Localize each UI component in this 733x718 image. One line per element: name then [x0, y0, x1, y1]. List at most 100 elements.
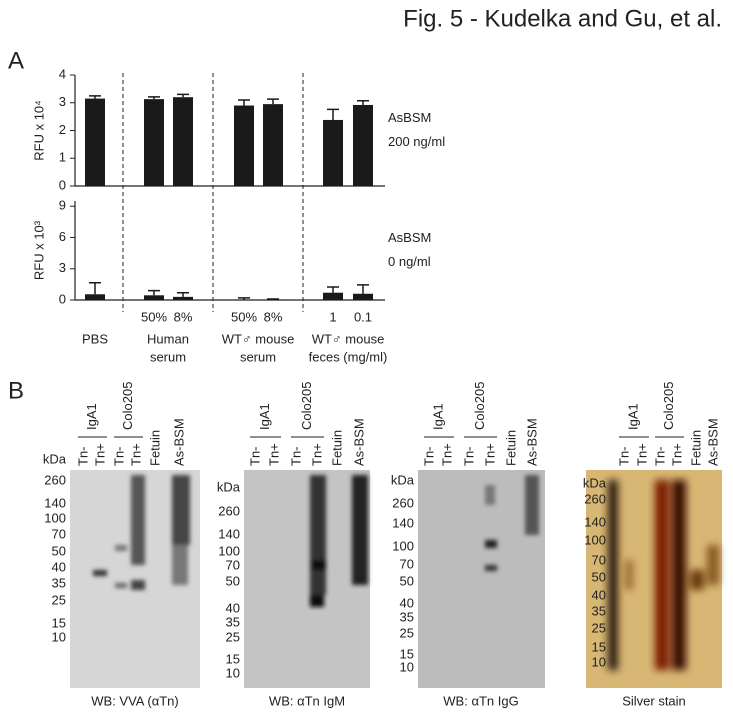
marker-label: 40 — [226, 600, 240, 615]
bar — [353, 293, 373, 300]
marker-label: 10 — [226, 665, 240, 680]
marker-label: 140 — [44, 495, 66, 510]
bar — [234, 299, 254, 300]
marker-label: 50 — [592, 569, 606, 584]
error-bar — [267, 98, 279, 105]
bar — [173, 296, 193, 300]
y-tick-label: 3 — [59, 94, 66, 109]
marker-label: 100 — [584, 532, 606, 547]
marker-label: 25 — [592, 620, 606, 635]
y-tick-label: 4 — [59, 66, 66, 81]
lane-group-label: IgA1 — [430, 403, 445, 430]
y-tick-label: 0 — [59, 291, 66, 306]
lane-label: Tn+ — [266, 443, 281, 466]
bar — [173, 97, 193, 186]
annotation: AsBSM — [388, 230, 431, 245]
error-bar — [177, 291, 189, 297]
marker-label: 140 — [392, 515, 414, 530]
lane-label: Tn- — [461, 447, 476, 467]
marker-label: 10 — [400, 659, 414, 674]
lane-label: Tn+ — [309, 443, 324, 466]
marker-label: 70 — [52, 526, 66, 541]
x-tick-label: 8% — [264, 309, 283, 324]
marker-label: 35 — [592, 603, 606, 618]
lane-label: Tn- — [616, 447, 631, 467]
error-bar — [357, 100, 369, 105]
y-tick-label: 0 — [59, 177, 66, 192]
x-tick-label: 8% — [174, 309, 193, 324]
marker-label: 70 — [400, 556, 414, 571]
error-bar — [357, 284, 369, 294]
lane-label: Fetuin — [147, 430, 162, 466]
bar — [144, 99, 164, 186]
marker-label: 100 — [44, 510, 66, 525]
lane-label: Tn+ — [92, 443, 107, 466]
group-label: Human — [147, 331, 189, 346]
marker-label: 260 — [584, 491, 606, 506]
lane-label: Tn- — [288, 447, 303, 467]
y-tick-label: 2 — [59, 122, 66, 137]
marker-unit: kDa — [583, 475, 607, 490]
marker-label: 260 — [44, 472, 66, 487]
marker-label: 35 — [226, 614, 240, 629]
panel-label: B — [8, 377, 24, 404]
lane-group-label: Colo205 — [661, 382, 676, 430]
marker-label: 10 — [52, 629, 66, 644]
marker-label: 15 — [52, 615, 66, 630]
marker-label: 100 — [218, 543, 240, 558]
marker-unit: kDa — [43, 451, 67, 466]
marker-label: 40 — [52, 559, 66, 574]
lane-group-label: Colo205 — [299, 382, 314, 430]
lane-label: Fetuin — [329, 430, 344, 466]
bar — [263, 299, 283, 300]
lane-group-label: IgA1 — [625, 403, 640, 430]
lane-label: Tn+ — [128, 443, 143, 466]
y-tick-label: 9 — [59, 198, 66, 213]
bar — [263, 104, 283, 186]
lane-label: Tn+ — [482, 443, 497, 466]
marker-label: 25 — [400, 625, 414, 640]
lane-group-label: Colo205 — [120, 382, 135, 430]
bar — [353, 104, 373, 186]
error-bar — [177, 93, 189, 98]
y-tick-label: 1 — [59, 150, 66, 165]
blot-caption: WB: αTn IgM — [269, 693, 345, 708]
bar — [323, 292, 343, 300]
x-tick-label: 50% — [231, 309, 257, 324]
blot-caption: WB: αTn IgG — [443, 693, 518, 708]
y-axis-label: RFU x 10⁴ — [31, 100, 46, 161]
lane-label: Tn- — [247, 447, 262, 467]
annotation: 200 ng/ml — [388, 134, 445, 149]
lane-label: Fetuin — [503, 430, 518, 466]
bar — [323, 119, 343, 186]
marker-label: 260 — [218, 503, 240, 518]
error-bar — [148, 289, 160, 296]
error-bar — [238, 297, 250, 300]
x-tick-label: 50% — [141, 309, 167, 324]
y-tick-label: 3 — [59, 260, 66, 275]
marker-unit: kDa — [217, 479, 241, 494]
error-bar — [89, 282, 101, 295]
marker-label: 50 — [52, 543, 66, 558]
error-bar — [148, 96, 160, 100]
marker-label: 50 — [226, 573, 240, 588]
marker-label: 100 — [392, 538, 414, 553]
lane-label: Tn- — [111, 447, 126, 467]
annotation: AsBSM — [388, 110, 431, 125]
marker-label: 15 — [226, 651, 240, 666]
group-label: PBS — [82, 331, 108, 346]
group-label: WT♂ mouse — [222, 331, 295, 346]
y-tick-label: 6 — [59, 229, 66, 244]
marker-label: 70 — [226, 557, 240, 572]
error-bar — [89, 95, 101, 99]
lane-label: Tn- — [652, 447, 667, 467]
lane-label: As-BSM — [351, 418, 366, 466]
bar — [85, 98, 105, 186]
marker-label: 260 — [392, 495, 414, 510]
group-label: WT♂ mouse — [312, 331, 385, 346]
y-axis-label: RFU x 10³ — [31, 220, 46, 280]
lane-label: As-BSM — [171, 418, 186, 466]
lane-group-label: IgA1 — [84, 403, 99, 430]
lane-label: Tn- — [75, 447, 90, 467]
